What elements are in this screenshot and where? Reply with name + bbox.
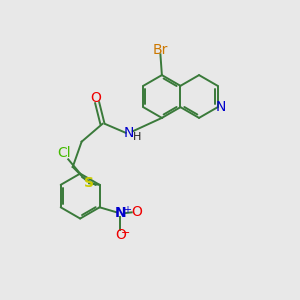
Text: Cl: Cl bbox=[57, 146, 70, 160]
Text: N: N bbox=[115, 206, 126, 220]
Text: N: N bbox=[124, 126, 134, 140]
Text: +: + bbox=[123, 205, 131, 215]
Text: O: O bbox=[131, 206, 142, 219]
Text: H: H bbox=[132, 132, 141, 142]
Text: Br: Br bbox=[153, 43, 168, 57]
Text: N: N bbox=[216, 100, 226, 114]
Text: S: S bbox=[84, 176, 94, 190]
Text: −: − bbox=[121, 229, 130, 238]
Text: O: O bbox=[115, 228, 126, 242]
Text: O: O bbox=[90, 91, 101, 105]
